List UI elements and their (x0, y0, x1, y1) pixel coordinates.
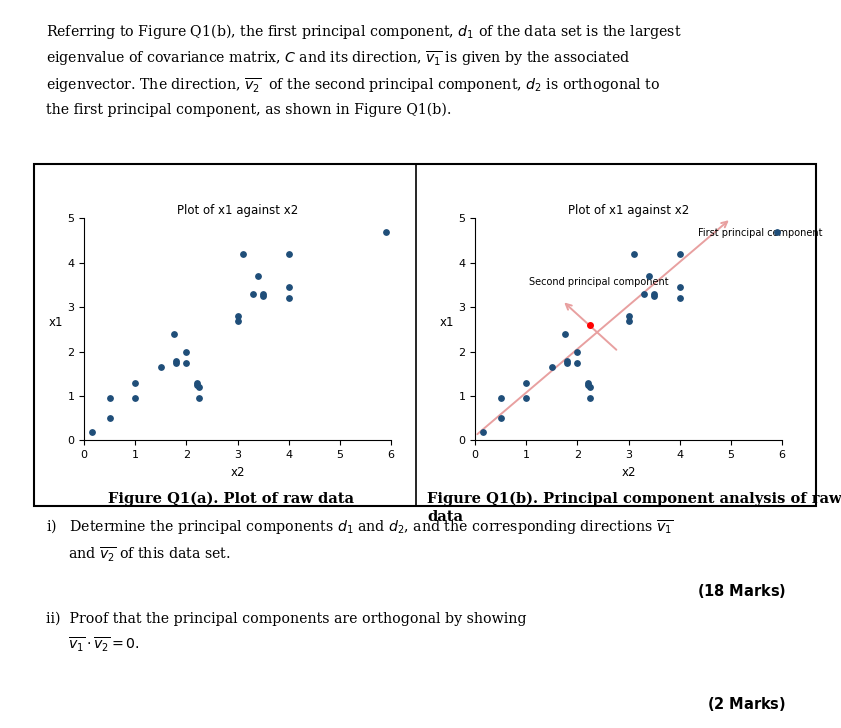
Point (193, 392, 206, 404)
Text: Figure Q1(a). Plot of raw data: Figure Q1(a). Plot of raw data (108, 491, 354, 506)
Point (558, 328, 571, 340)
Point (230, 310, 244, 322)
Text: Figure Q1(b). Principal component analysis of raw
data: Figure Q1(b). Principal component analys… (427, 491, 841, 524)
Text: ii)  Proof that the principal components are orthogonal by showing
     $\overli: ii) Proof that the principal components … (46, 612, 526, 654)
Point (770, 226, 784, 237)
Text: First principal component: First principal component (698, 229, 822, 238)
Point (560, 355, 574, 366)
Text: Second principal component: Second principal component (529, 277, 669, 288)
Title: Plot of x1 against x2: Plot of x1 against x2 (568, 205, 690, 217)
Point (584, 392, 597, 404)
Point (643, 270, 656, 282)
Point (621, 314, 636, 326)
Point (494, 392, 507, 404)
Point (584, 381, 597, 393)
Point (637, 288, 651, 300)
X-axis label: x2: x2 (621, 466, 636, 479)
Y-axis label: x1: x1 (49, 317, 63, 329)
Point (190, 379, 204, 391)
Point (520, 377, 533, 389)
Text: Referring to Figure Q1(b), the first principal component, $d_1$ of the data set : Referring to Figure Q1(b), the first pri… (46, 22, 682, 117)
Point (520, 392, 533, 404)
Point (129, 377, 142, 389)
X-axis label: x2: x2 (230, 466, 245, 479)
Point (230, 314, 244, 326)
Point (648, 290, 661, 302)
Text: i)   Determine the principal components $d_1$ and $d_2$, and the corresponding d: i) Determine the principal components $d… (46, 517, 674, 563)
Point (282, 282, 295, 293)
Point (673, 293, 686, 304)
Point (236, 248, 250, 260)
Point (581, 377, 595, 389)
Point (571, 357, 584, 368)
Point (545, 361, 558, 373)
Point (581, 379, 595, 391)
Point (621, 310, 636, 322)
Point (571, 346, 584, 357)
Point (251, 270, 265, 282)
Point (379, 226, 393, 237)
Point (129, 392, 142, 404)
Point (494, 412, 507, 424)
Title: Plot of x1 against x2: Plot of x1 against x2 (177, 205, 299, 217)
Point (190, 377, 204, 389)
Point (560, 357, 574, 368)
Point (85, 426, 98, 438)
Point (180, 346, 193, 357)
Point (169, 357, 183, 368)
Point (673, 248, 686, 260)
Point (282, 293, 295, 304)
Point (246, 288, 260, 300)
Point (180, 357, 193, 368)
Y-axis label: x1: x1 (440, 317, 454, 329)
Point (193, 381, 206, 393)
Point (154, 361, 167, 373)
Point (257, 290, 270, 302)
Text: $\mathbf{(18\ Marks)}$: $\mathbf{(18\ Marks)}$ (697, 582, 786, 601)
Point (167, 328, 180, 340)
Text: $\mathbf{(2\ Marks)}$: $\mathbf{(2\ Marks)}$ (707, 695, 786, 713)
Point (673, 282, 686, 293)
Point (648, 288, 661, 300)
Point (476, 426, 489, 438)
Point (282, 248, 295, 260)
Point (257, 288, 270, 300)
Point (103, 392, 116, 404)
Point (627, 248, 641, 260)
Point (169, 355, 183, 366)
Point (103, 412, 116, 424)
